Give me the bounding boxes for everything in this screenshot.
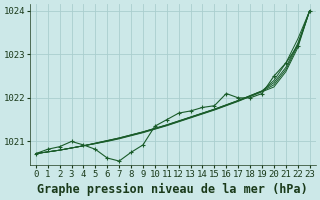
X-axis label: Graphe pression niveau de la mer (hPa): Graphe pression niveau de la mer (hPa) [37, 183, 308, 196]
